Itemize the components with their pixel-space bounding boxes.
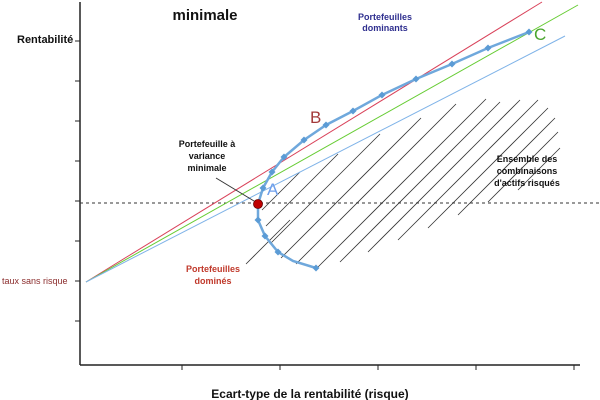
dominated-portfolios-label-line1: Portefeuilles	[186, 264, 240, 274]
frontier-marker	[261, 232, 269, 240]
point-label-c: C	[534, 25, 546, 44]
point-label-a: A	[267, 180, 279, 199]
blue-line	[85, 35, 566, 283]
frontier-markers	[254, 28, 533, 272]
hatch-line	[487, 131, 559, 203]
frontier-marker	[349, 107, 357, 115]
hatch-line	[427, 107, 549, 229]
x-axis-label: Ecart-type de la rentabilité (risque)	[211, 387, 408, 400]
green-capital-market-line	[85, 4, 579, 283]
frontier-marker	[484, 44, 492, 52]
hatch-line	[280, 117, 422, 259]
hatch-line	[339, 101, 501, 263]
hatch-line	[295, 103, 457, 265]
hatch-line	[367, 99, 521, 253]
dominant-portfolios-label-line1: Portefeuilles	[358, 12, 412, 22]
risk-free-rate-label: taux sans risque	[2, 276, 68, 286]
hatch-line	[261, 171, 301, 211]
title-fragment: minimale	[172, 7, 237, 24]
hatch-line	[315, 98, 487, 270]
min-variance-point	[253, 199, 263, 209]
min-variance-label-line3: minimale	[187, 163, 226, 173]
frontier-marker	[274, 248, 282, 256]
dominated-portfolios-label-line2: dominés	[194, 276, 231, 286]
axis-ticks	[75, 40, 575, 370]
hatch-line	[265, 153, 339, 227]
min-variance-label-line2: variance	[189, 151, 226, 161]
frontier-marker	[525, 28, 533, 36]
hatched-risky-set	[245, 98, 561, 270]
frontier-marker	[378, 91, 386, 99]
frontier-marker	[322, 121, 330, 129]
frontier-marker	[312, 264, 320, 272]
dominant-portfolios-label-line2: dominants	[362, 23, 408, 33]
risky-set-label-line2: combinaisons	[497, 166, 558, 176]
frontier-marker	[254, 216, 262, 224]
hatch-line	[269, 133, 381, 245]
hatch-line	[457, 117, 556, 216]
frontier-marker	[412, 75, 420, 83]
frontier-marker	[259, 184, 267, 192]
frontier-marker	[280, 153, 288, 161]
min-variance-label-line1: Portefeuille à	[179, 139, 237, 149]
frontier-marker	[300, 136, 308, 144]
risky-set-label-line3: d'actifs risqués	[494, 178, 560, 188]
frontier-marker	[268, 168, 276, 176]
red-tangent-line	[85, 1, 543, 283]
hatch-line	[517, 147, 561, 191]
risky-set-label-line1: Ensemble des	[497, 154, 558, 164]
min-variance-pointer	[215, 177, 255, 202]
point-label-b: B	[310, 108, 321, 127]
hatch-line	[245, 219, 291, 265]
hatch-line	[397, 99, 539, 241]
frontier-marker	[448, 60, 456, 68]
y-axis-label: Rentabilité	[17, 34, 73, 46]
